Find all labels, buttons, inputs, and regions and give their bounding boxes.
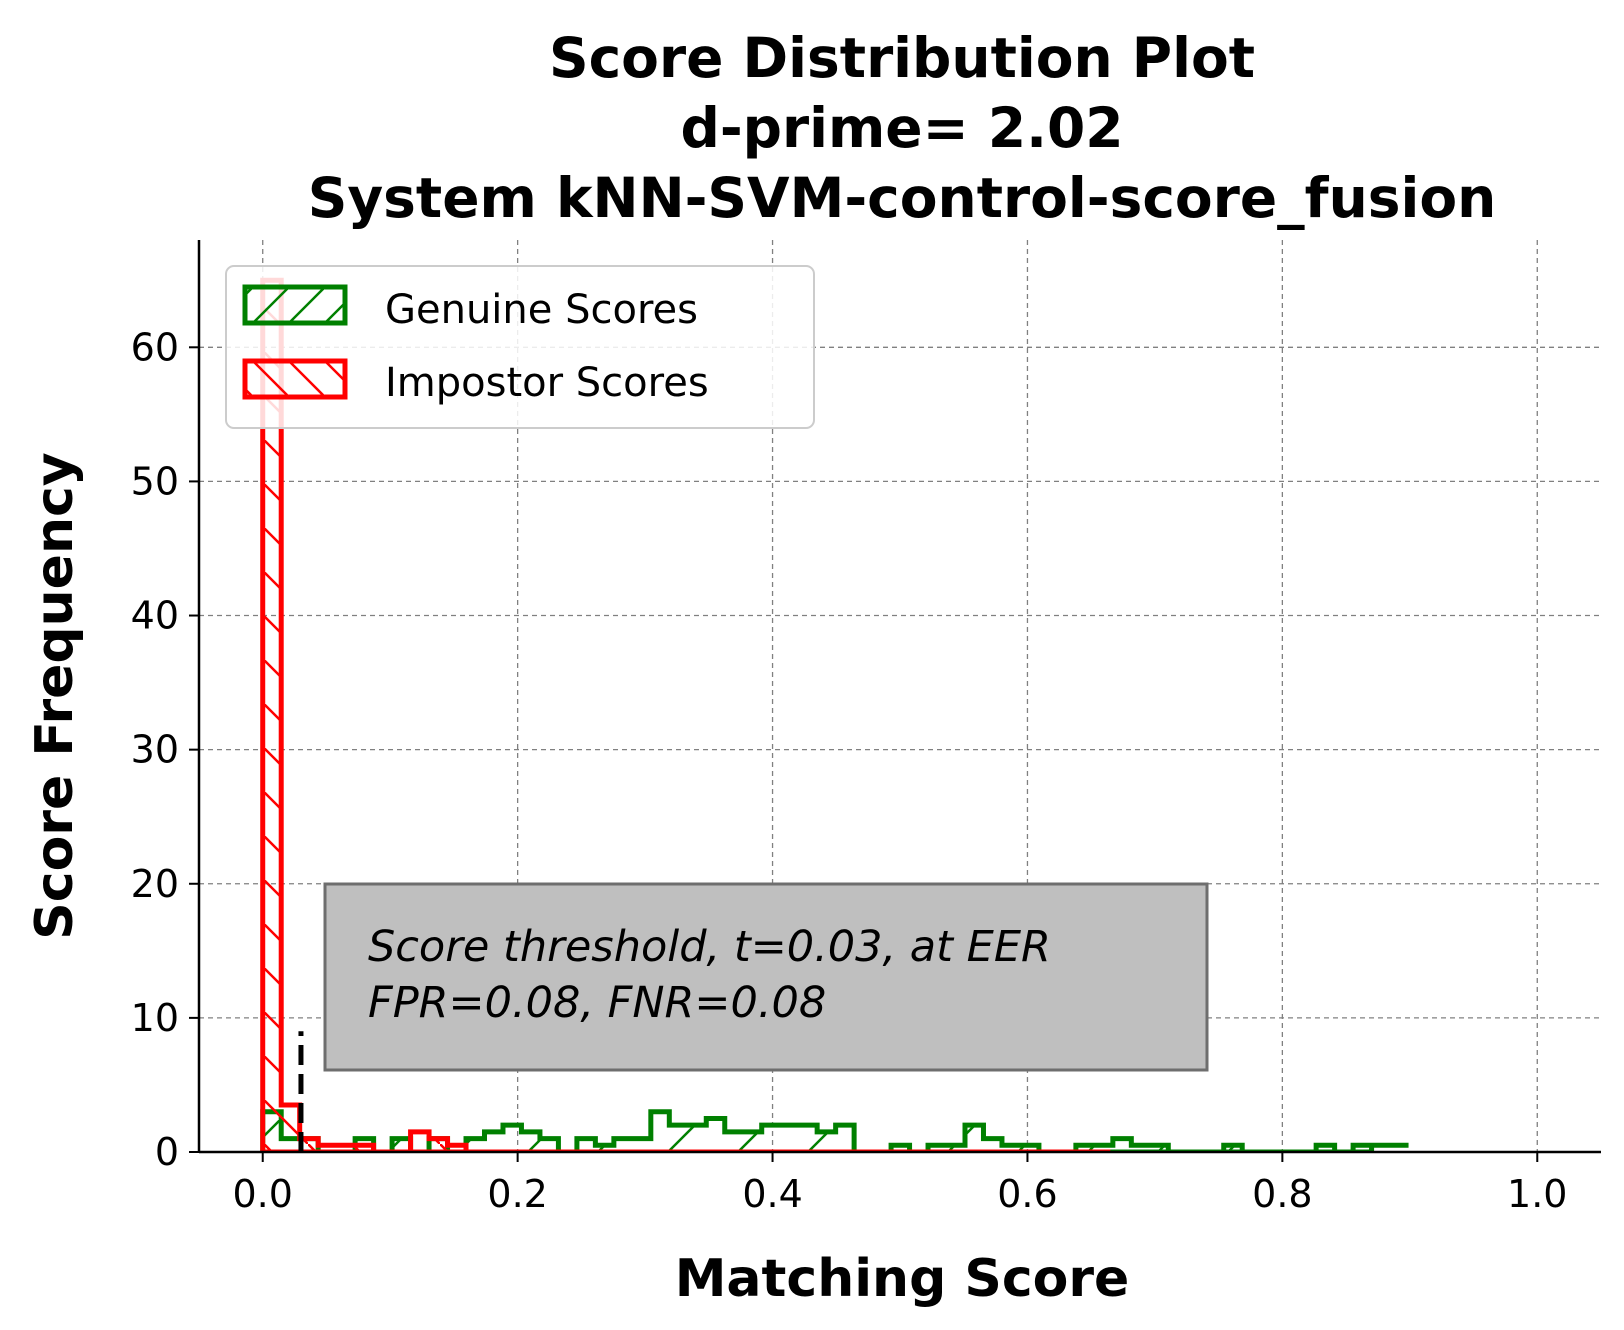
legend-swatch-impostor	[242, 358, 348, 400]
x-tick-label-3: 0.6	[997, 1172, 1057, 1216]
chart-title-line-1: Score Distribution Plot	[549, 26, 1255, 90]
histogram-impostor	[260, 277, 1111, 1152]
chart-title-line-2: d-prime= 2.02	[680, 96, 1123, 160]
y-tick-label-4: 40	[131, 594, 179, 638]
legend-item-genuine: Genuine Scores	[242, 284, 698, 333]
y-tick-label-3: 30	[131, 728, 179, 772]
ticks: 0.0 0.2 0.4 0.6 0.8 1.0 0 10 20 30 40 50 60	[131, 325, 1568, 1216]
eer-annotation: Score threshold, t=0.03, at EER FPR=0.08…	[323, 882, 1209, 1072]
y-tick-label-0: 0	[155, 1130, 179, 1174]
legend-label-impostor: Impostor Scores	[385, 360, 709, 406]
x-tick-label-5: 1.0	[1507, 1172, 1567, 1216]
y-tick-label-5: 50	[131, 459, 179, 503]
chart-title-line-3: System kNN-SVM-control-score_fusion	[308, 166, 1497, 230]
annotation-line-1: Score threshold, t=0.03, at EER	[368, 922, 1051, 972]
x-tick-label-2: 0.4	[742, 1172, 802, 1216]
y-tick-label-1: 10	[131, 996, 179, 1040]
annotation-box	[323, 882, 1209, 1072]
annotation-line-2: FPR=0.08, FNR=0.08	[368, 978, 826, 1028]
x-tick-label-4: 0.8	[1252, 1172, 1312, 1216]
x-axis-label: Matching Score	[675, 1249, 1130, 1309]
x-tick-label-0: 0.0	[233, 1172, 293, 1216]
chart-title: Score Distribution Plot d-prime= 2.02 Sy…	[308, 26, 1497, 230]
y-axis-label: Score Frequency	[25, 452, 85, 939]
axes	[197, 240, 1601, 1154]
legend-swatch-genuine	[242, 284, 348, 326]
histogram-bars	[260, 277, 1409, 1152]
y-tick-label-6: 60	[131, 325, 179, 369]
y-tick-label-2: 20	[131, 862, 179, 906]
legend-item-impostor: Impostor Scores	[242, 358, 709, 406]
legend: Genuine Scores Impostor Scores	[225, 265, 815, 429]
legend-frame	[225, 265, 815, 429]
x-tick-label-1: 0.2	[487, 1172, 547, 1216]
legend-label-genuine: Genuine Scores	[385, 287, 698, 333]
